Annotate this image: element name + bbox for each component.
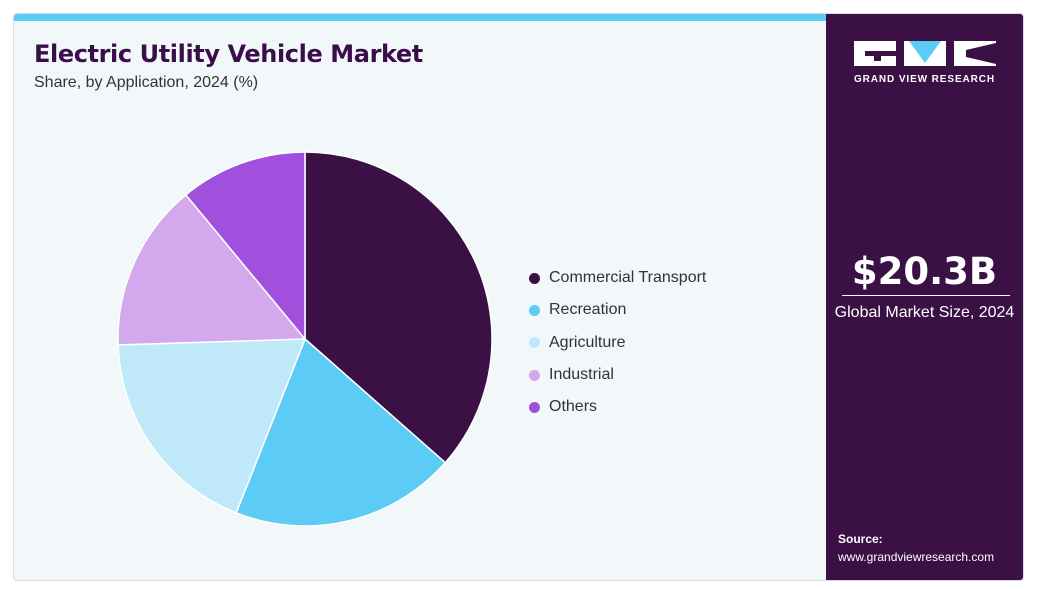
legend-label: Commercial Transport xyxy=(549,269,707,287)
legend-item: Industrial xyxy=(529,359,706,391)
logo-text: GRAND VIEW RESEARCH xyxy=(854,74,995,85)
pie-slice-recreation xyxy=(235,337,447,527)
pie-slice-commercial-transport xyxy=(304,151,493,464)
legend-swatch xyxy=(529,272,540,284)
pie-slice-agriculture xyxy=(117,338,307,514)
legend-label: Recreation xyxy=(549,301,627,319)
pie-chart xyxy=(117,151,493,527)
legend-swatch xyxy=(529,369,540,381)
pie-slice-others xyxy=(184,151,306,342)
source-label: Source: xyxy=(838,532,883,546)
legend-swatch xyxy=(529,337,540,349)
gvr-logo-icon xyxy=(854,41,996,66)
market-size-value: $20.3B xyxy=(851,250,998,293)
legend-swatch xyxy=(529,401,540,413)
side-panel: GRAND VIEW RESEARCH $20.3B Global Market… xyxy=(826,14,1023,580)
legend-item: Commercial Transport xyxy=(529,262,706,294)
pie-slice-industrial xyxy=(117,193,307,346)
divider xyxy=(842,295,1010,296)
logo: GRAND VIEW RESEARCH xyxy=(854,41,996,85)
chart-legend: Commercial Transport Recreation Agricultur… xyxy=(529,262,706,423)
chart-subtitle: Share, by Application, 2024 (%) xyxy=(34,74,259,91)
source-link[interactable]: www.grandviewresearch.com xyxy=(838,550,995,564)
legend-item: Recreation xyxy=(529,294,706,326)
market-size-label: Global Market Size, 2024 xyxy=(834,304,1015,321)
accent-bar xyxy=(14,14,826,21)
legend-swatch xyxy=(529,304,540,316)
legend-item: Agriculture xyxy=(529,327,706,359)
legend-label: Industrial xyxy=(549,366,614,384)
legend-label: Agriculture xyxy=(549,333,626,351)
legend-label: Others xyxy=(549,398,598,416)
legend-item: Others xyxy=(529,391,706,423)
chart-title: Electric Utility Vehicle Market xyxy=(34,40,423,68)
chart-card: Electric Utility Vehicle Market Share, b… xyxy=(13,13,1024,581)
